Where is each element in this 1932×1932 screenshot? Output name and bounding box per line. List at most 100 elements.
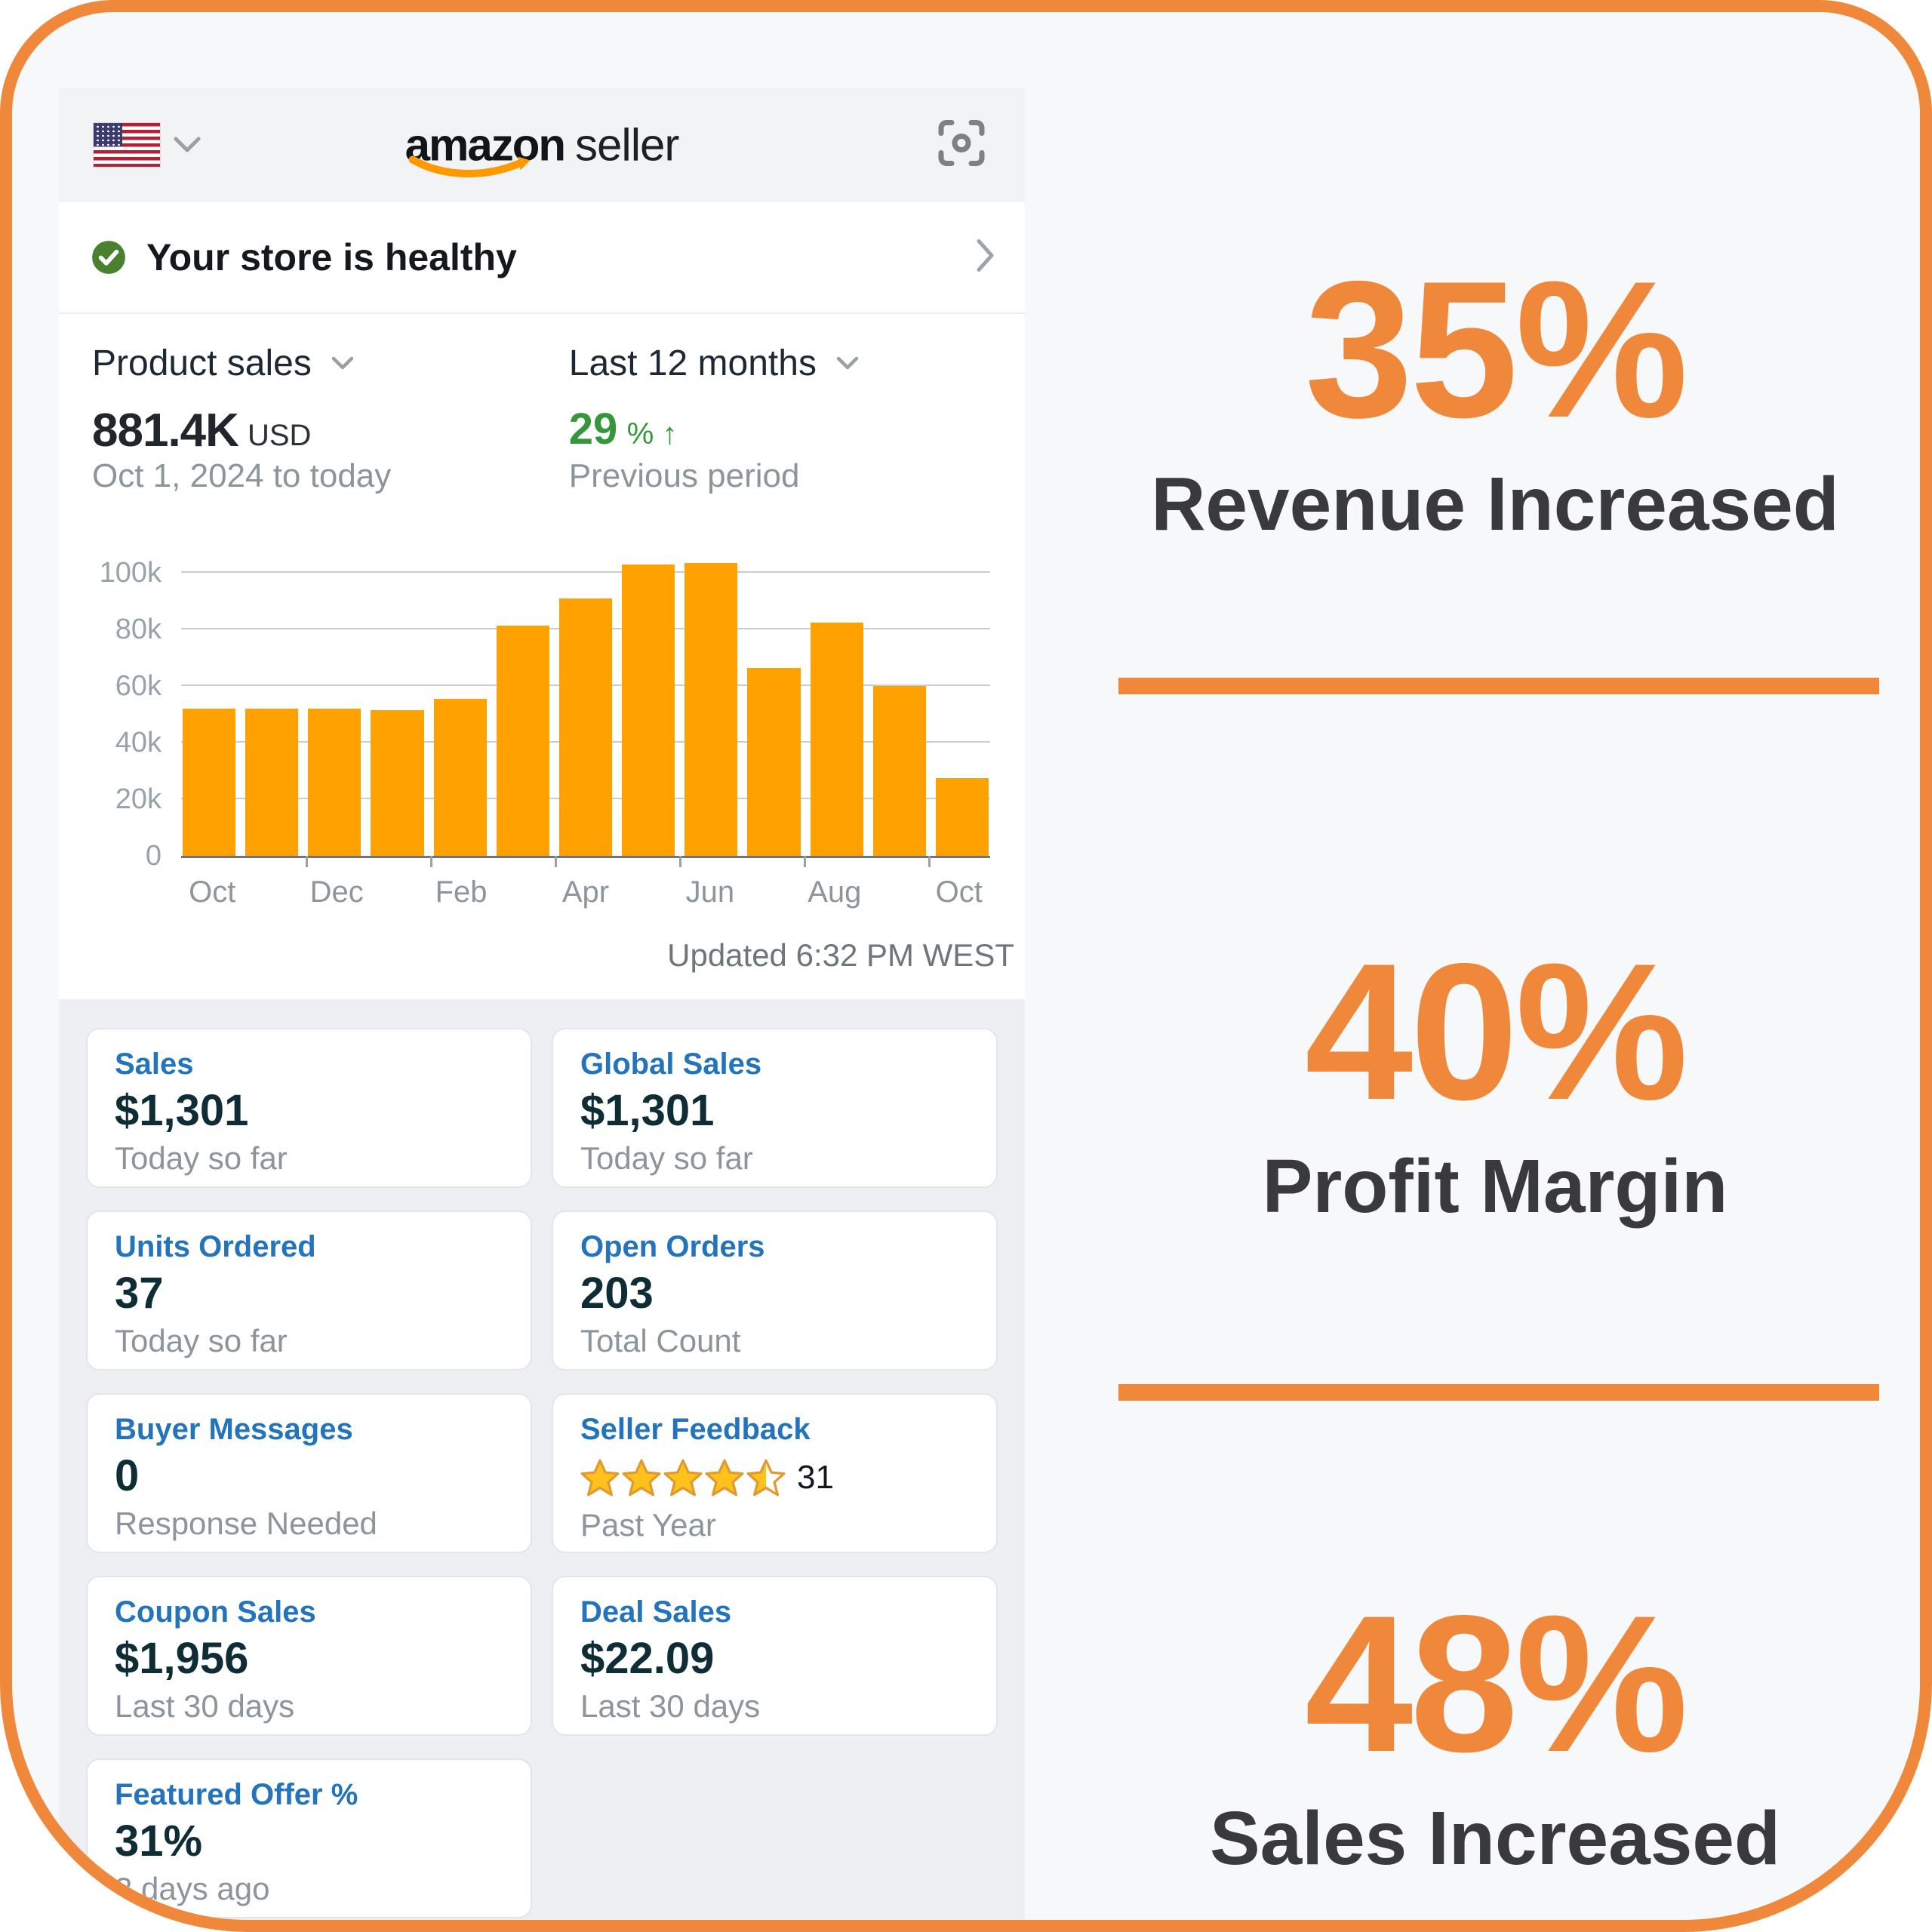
x-axis-label: Oct [935, 875, 983, 909]
card-value: $1,956 [115, 1634, 249, 1683]
sales-currency: USD [247, 419, 312, 452]
chevron-down-icon [836, 356, 859, 370]
chart-plot: Oct Dec Feb Apr Jun Aug Oct [181, 545, 990, 909]
card-value: $22.09 [580, 1634, 715, 1683]
y-axis-label: 80k [115, 614, 162, 646]
card-value: $1,301 [580, 1086, 715, 1135]
bar-jun-8 [685, 563, 738, 856]
card-note: Last 30 days [580, 1687, 761, 1724]
y-axis-label: 40k [115, 727, 162, 759]
card-units-ordered[interactable]: Units Ordered 37 Today so far [86, 1211, 532, 1371]
bar-series [181, 545, 990, 856]
bar-chart: Oct Dec Feb Apr Jun Aug Oct 100k 80k 60k 40k 20k 0 [92, 545, 992, 922]
stat-profit: 40% Profit Margin [1069, 922, 1920, 1229]
card-title: Open Orders [580, 1230, 765, 1263]
card-value: 31% [115, 1817, 203, 1866]
x-axis-label: Dec [309, 875, 364, 909]
card-featured-offer[interactable]: Featured Offer % 31% 2 days ago [86, 1758, 532, 1918]
cards-grid: Sales $1,301 Today so far Global Sales $… [59, 999, 1025, 1920]
x-axis-tick [554, 856, 557, 867]
stat-value: 35% [1304, 240, 1688, 458]
bar-dec-2 [308, 709, 361, 856]
card-note: 2 days ago [115, 1870, 270, 1906]
card-deal-sales[interactable]: Deal Sales $22.09 Last 30 days [552, 1576, 998, 1736]
bar-feb-4 [433, 699, 487, 856]
star-icon [746, 1459, 786, 1497]
card-value: 0 [115, 1451, 140, 1500]
card-title: Seller Feedback [580, 1413, 811, 1446]
bar-jan-3 [371, 710, 424, 856]
bar-jul-9 [747, 667, 801, 856]
date-range: Oct 1, 2024 to today [92, 457, 392, 494]
bar-oct-0 [183, 709, 236, 856]
card-open-orders[interactable]: Open Orders 203 Total Count [552, 1211, 998, 1371]
stat-label: Sales Increased [1209, 1796, 1781, 1881]
card-note: Response Needed [115, 1505, 377, 1541]
x-axis-label: Apr [561, 875, 610, 909]
amazon-smile-icon [408, 155, 534, 183]
card-global-sales[interactable]: Global Sales $1,301 Today so far [552, 1028, 998, 1188]
chevron-right-icon[interactable] [977, 239, 995, 276]
card-coupon-sales[interactable]: Coupon Sales $1,956 Last 30 days [86, 1576, 532, 1736]
section-divider [1118, 678, 1879, 694]
x-axis-label: Oct [189, 875, 236, 909]
bar-mar-5 [496, 625, 549, 856]
stat-value: 40% [1304, 922, 1688, 1140]
card-note: Today so far [115, 1322, 288, 1358]
stat-sales: 48% Sales Increased [1069, 1586, 1920, 1881]
card-seller-feedback[interactable]: Seller Feedback 31 Past Year [552, 1393, 998, 1553]
health-banner[interactable]: Your store is healthy [59, 202, 1025, 314]
card-title: Sales [115, 1048, 194, 1081]
us-flag-icon[interactable] [94, 123, 160, 167]
x-axis-label: Jun [685, 875, 735, 909]
change-value: 29 [568, 405, 618, 454]
card-title: Global Sales [580, 1048, 762, 1081]
y-axis-label: 20k [115, 783, 162, 816]
y-axis-label: 0 [145, 840, 162, 872]
star-icon [705, 1459, 744, 1497]
y-axis-label: 100k [99, 557, 162, 589]
x-axis-label: Aug [808, 875, 862, 909]
flag-dropdown-chevron-icon[interactable] [174, 137, 201, 153]
metric-dropdown[interactable]: Product sales [92, 343, 354, 384]
bar-oct-12 [935, 778, 989, 856]
x-axis-tick [803, 856, 806, 867]
health-banner-label: Your store is healthy [146, 236, 517, 278]
star-icon [663, 1459, 703, 1497]
card-value: $1,301 [115, 1086, 249, 1135]
star-icon [622, 1459, 661, 1497]
card-title: Coupon Sales [115, 1595, 316, 1629]
y-axis-label: 60k [115, 670, 162, 703]
card-title: Featured Offer % [115, 1778, 358, 1811]
scan-button[interactable] [937, 119, 986, 171]
section-divider [1118, 1384, 1879, 1401]
card-value: 203 [580, 1269, 654, 1318]
change-note: Previous period [568, 457, 800, 494]
x-axis-tick [305, 856, 308, 867]
card-title: Units Ordered [115, 1230, 316, 1263]
scan-icon [938, 120, 985, 166]
card-value: 37 [115, 1269, 164, 1318]
card-buyer-messages[interactable]: Buyer Messages 0 Response Needed [86, 1393, 532, 1553]
rating-count: 31 [797, 1459, 834, 1496]
bar-apr-6 [558, 598, 613, 856]
stat-label: Profit Margin [1262, 1144, 1728, 1229]
card-note: Last 30 days [115, 1687, 295, 1724]
x-axis-tick [678, 856, 681, 867]
x-axis-label: Feb [435, 875, 488, 909]
card-note: Total Count [580, 1322, 741, 1358]
period-dropdown[interactable]: Last 12 months [569, 343, 859, 384]
stat-revenue: 35% Revenue Increased [1069, 240, 1920, 543]
metric-dropdown-label: Product sales [92, 343, 312, 383]
card-sales[interactable]: Sales $1,301 Today so far [86, 1028, 532, 1188]
app-header: amazon seller [59, 88, 1025, 202]
bar-sep-11 [872, 686, 926, 856]
change-unit: % ↑ [626, 417, 678, 451]
phone-panel: amazon seller [59, 88, 1025, 1920]
amazon-logo-text: amazon [405, 119, 566, 171]
check-circle-icon [92, 241, 125, 274]
bar-aug-10 [810, 623, 863, 856]
seller-logo-text: seller [575, 119, 679, 171]
amazon-seller-logo: amazon seller [405, 119, 679, 178]
card-note: Today so far [115, 1140, 288, 1176]
